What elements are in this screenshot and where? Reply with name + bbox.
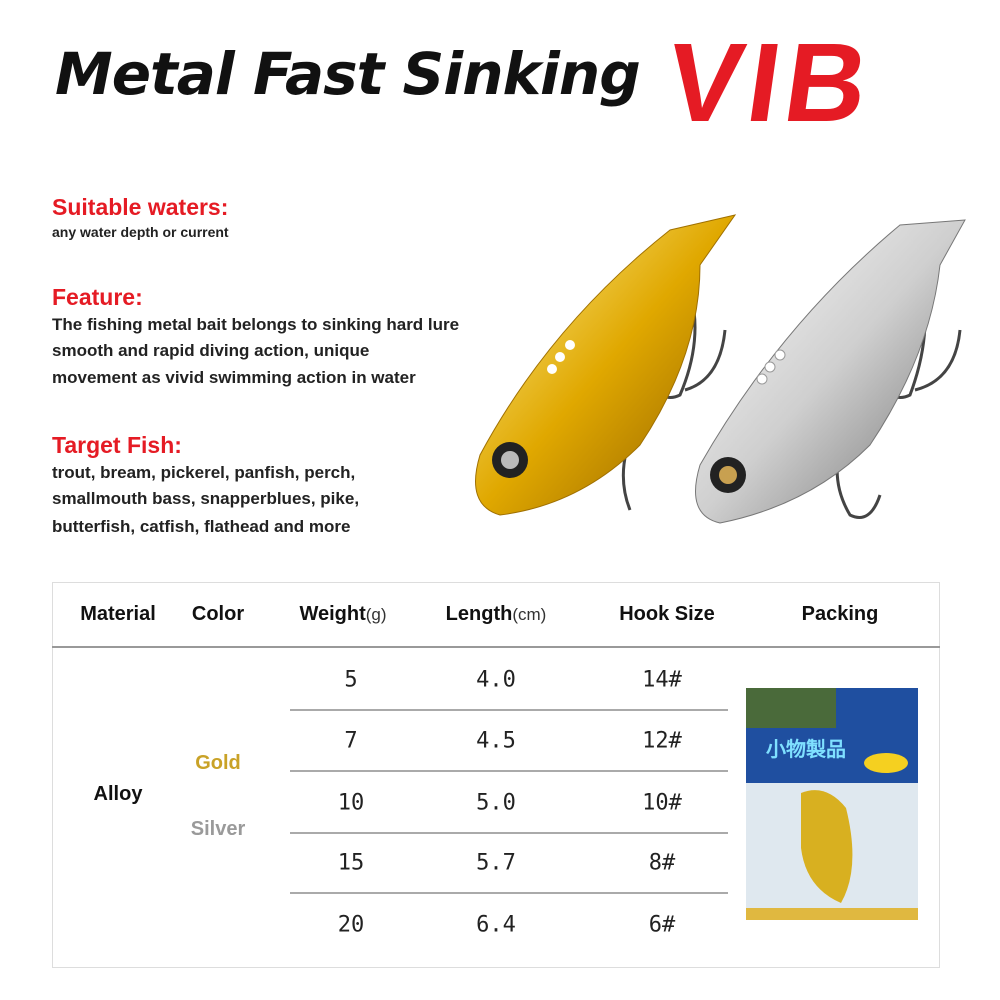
section-line: The fishing metal bait belongs to sinkin… [52,315,460,334]
section-heading: Target Fish: [52,432,182,458]
color-gold: Gold [195,752,241,774]
section-line: smooth and rapid diving action, unique [52,341,370,360]
section-line: smallmouth bass, snapperblues, pike, [52,489,360,508]
packaging-image: 小物製品 [746,688,918,920]
cell-hook: 10# [642,790,682,816]
title-main: Metal Fast Sinking [55,40,641,108]
row-divider [290,892,728,894]
cell-weight: 5 [344,667,358,693]
header-divider [52,646,940,648]
material-value: Alloy [93,783,143,805]
header-packing: Packing [801,603,879,625]
row-divider [290,770,728,772]
section-line: butterfish, catfish, flathead and more [52,517,351,536]
cell-length: 5.7 [476,850,516,876]
cell-weight: 15 [337,850,365,876]
cell-weight: 7 [344,728,358,754]
svg-text:小物製品: 小物製品 [766,737,846,761]
cell-length: 4.5 [476,728,516,754]
cell-weight: 20 [337,912,365,938]
section-heading: Suitable waters: [52,194,229,220]
cell-hook: 12# [642,728,682,754]
header-color: Color [191,603,245,625]
section-line: trout, bream, pickerel, panfish, perch, [52,463,356,482]
row-divider [290,709,728,711]
cell-hook: 14# [642,667,682,693]
cell-weight: 10 [337,790,365,816]
color-silver: Silver [190,818,246,840]
spec-table [52,582,940,968]
section-line: any water depth or current [52,224,229,240]
cell-length: 5.0 [476,790,516,816]
header-hook-size: Hook Size [619,603,715,625]
cell-length: 6.4 [476,912,516,938]
header-material: Material [80,603,156,625]
section-heading: Feature: [52,284,143,310]
header-weight: Weight(g) [299,603,387,625]
row-divider [290,832,728,834]
lure-product-image [475,214,966,524]
cell-length: 4.0 [476,667,516,693]
title-accent: VIB [659,20,882,145]
cell-hook: 8# [648,850,676,876]
section-line: movement as vivid swimming action in wat… [52,368,416,387]
header-length: Length(cm) [445,603,547,625]
cell-hook: 6# [648,912,676,938]
